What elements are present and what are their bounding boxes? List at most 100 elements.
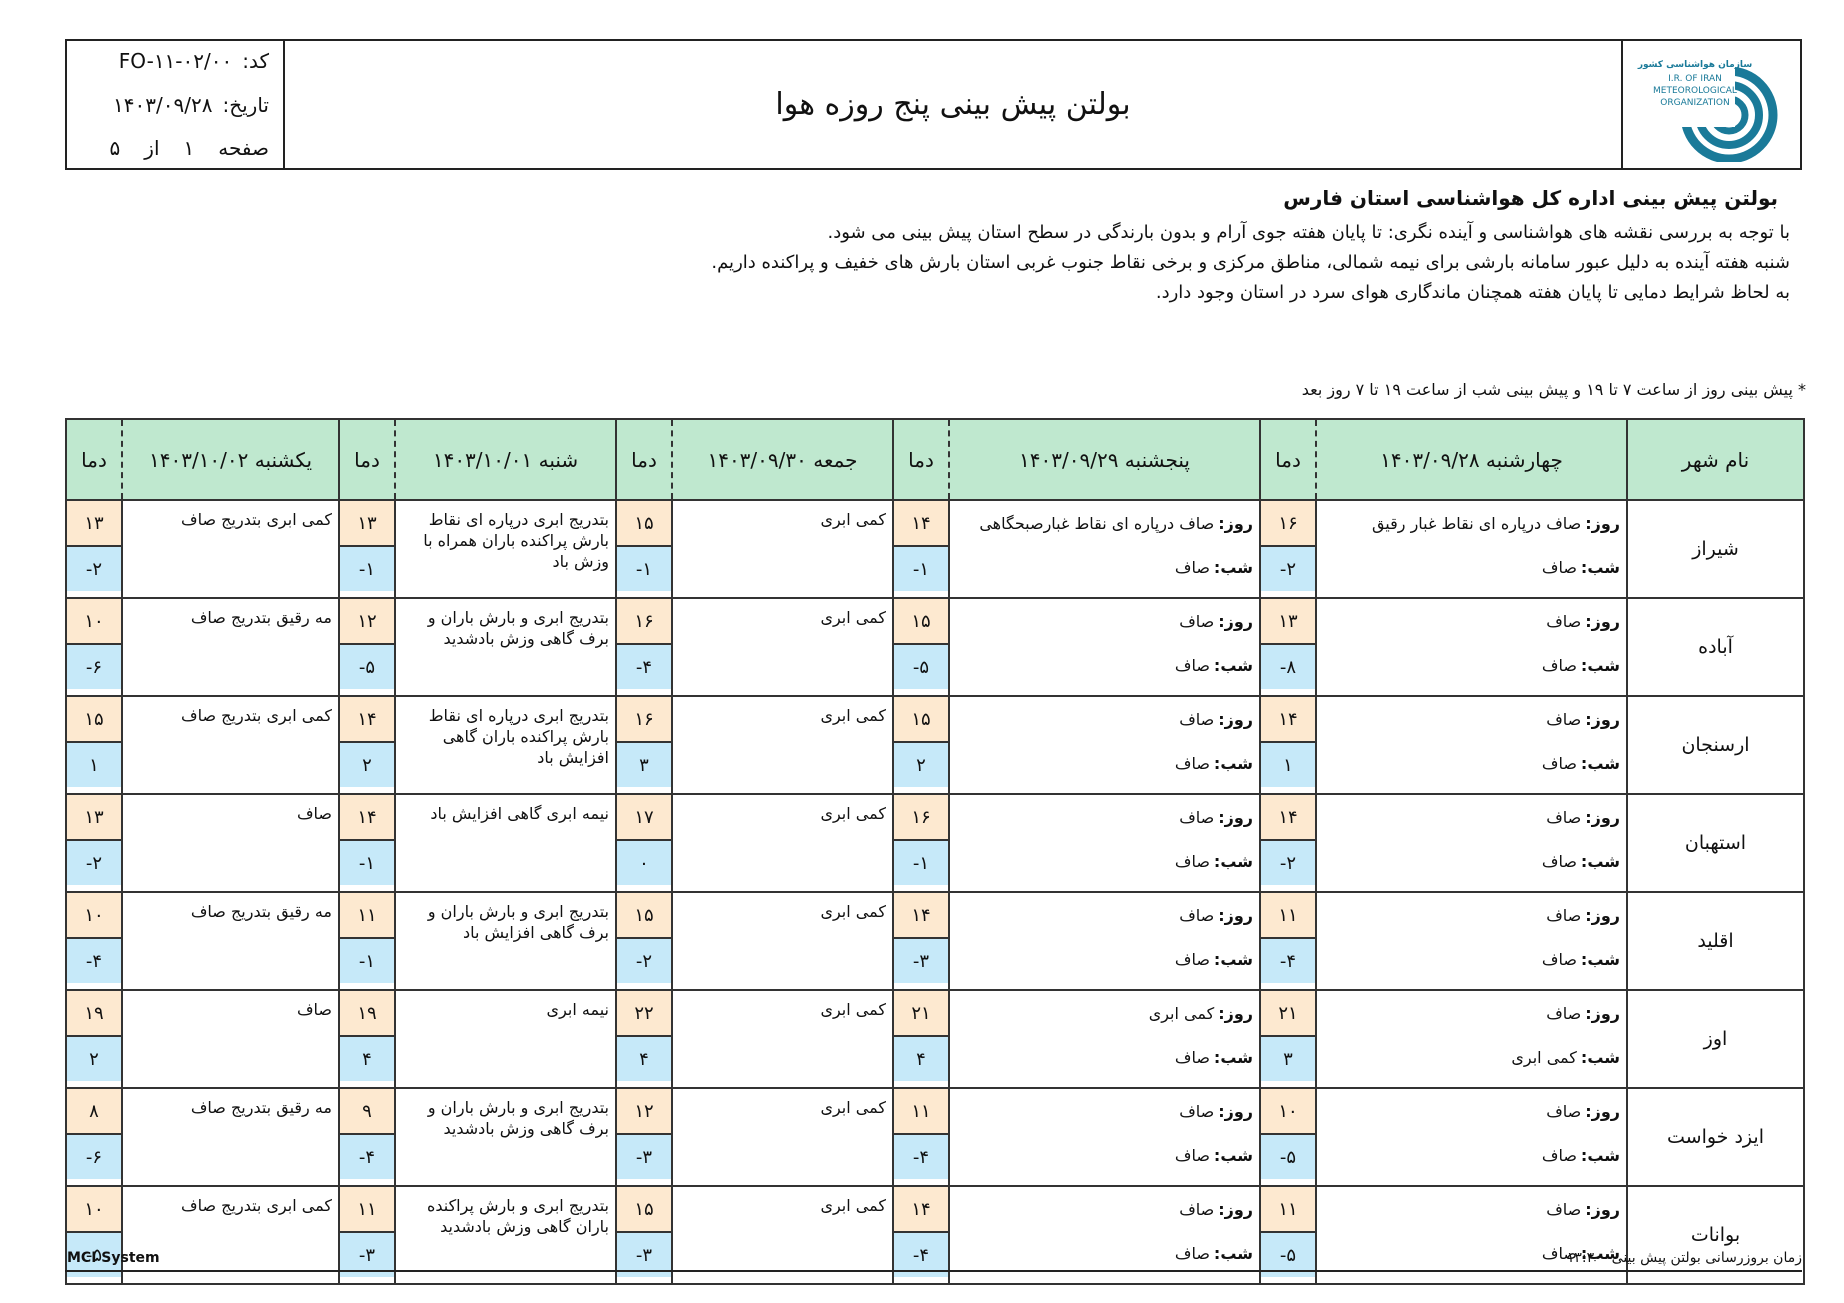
day-label: روز:	[1218, 611, 1253, 631]
min-temp: -۵	[1261, 1135, 1315, 1179]
day-forecast: روز: صاف	[956, 1187, 1253, 1231]
max-temp: ۱۴	[1261, 795, 1315, 841]
logo-text: سازمان هواشناسی کشور	[1637, 60, 1752, 70]
night-label: شب:	[1580, 753, 1620, 773]
night-label: شب:	[1213, 1047, 1253, 1067]
min-temp: ۴	[894, 1037, 948, 1081]
day-label: روز:	[1218, 1199, 1253, 1219]
forecast: بتدریج ابری و بارش باران و برف گاهی وزش …	[394, 597, 617, 697]
day-forecast: روز: صاف درپاره ای نقاط غبار رقیق	[1323, 501, 1620, 545]
city-row: اقلید روز: صاف شب: صاف ۱۱ -۴ روز: صاف شب: صاف ۱۴ -۳ ک…	[65, 891, 1805, 991]
temperature: ۱۱ -۴	[1259, 891, 1317, 991]
day-header: چهارشنبه ۱۴۰۳/۰۹/۲۸	[1315, 418, 1628, 501]
max-temp: ۱۴	[894, 893, 948, 939]
code-line: کد: FO-۱۱-۰۲/۰۰	[81, 49, 269, 73]
temperature: ۱۲ -۳	[615, 1087, 673, 1187]
day-label: روز:	[1585, 611, 1620, 631]
temperature: ۱۵ ۲	[892, 695, 950, 795]
city: ایزد خواست	[1626, 1087, 1805, 1187]
heading: بولتن پیش بینی اداره کل هواشناسی استان ف…	[1283, 186, 1778, 210]
max-temp: ۱۶	[617, 599, 671, 645]
label: زمان بروزرسانی بولتن پیش بینی	[1611, 1250, 1802, 1266]
logo-text: METEOROLOGICAL	[1653, 86, 1737, 96]
temperature: ۱۱ -۱	[338, 891, 396, 991]
temperature: ۱۵ -۵	[892, 597, 950, 697]
value: ۱۴۰۳/۰۹/۲۸	[113, 92, 213, 117]
min-temp: -۳	[617, 1135, 671, 1179]
min-temp: -۲	[617, 939, 671, 983]
max-temp: ۱۰	[1261, 1089, 1315, 1135]
temperature: ۱۴ -۱	[892, 499, 950, 599]
max-temp: ۱۱	[1261, 893, 1315, 939]
max-temp: ۱۹	[340, 991, 394, 1037]
day-text: کمی ابری	[1148, 1003, 1215, 1023]
temperature: ۱۰ -۵	[65, 1185, 123, 1285]
min-temp: -۵	[894, 645, 948, 689]
paragraph: به لحاظ شرایط دمایی تا پایان هفته همچنان…	[1155, 282, 1790, 303]
day-text: صاف	[1546, 905, 1582, 925]
night-label: شب:	[1213, 655, 1253, 675]
night-text: صاف	[1174, 1047, 1210, 1067]
max-temp: ۱۳	[1261, 599, 1315, 645]
max-temp: ۲۲	[617, 991, 671, 1037]
night-label: شب:	[1580, 851, 1620, 871]
city: بوانات	[1626, 1185, 1805, 1285]
min-temp: -۵	[340, 645, 394, 689]
max-temp: ۱۴	[340, 697, 394, 743]
forecast: روز: صاف شب: صاف	[948, 695, 1261, 795]
forecast: کمی ابری	[671, 1087, 894, 1187]
min-temp: -۱	[340, 547, 394, 591]
max-temp: ۱۰	[67, 599, 121, 645]
min-temp: -۴	[67, 939, 121, 983]
min-temp: -۵	[1261, 1233, 1315, 1277]
min-temp: -۴	[894, 1233, 948, 1277]
forecast: روز: صاف شب: صاف	[1315, 793, 1628, 893]
forecast: روز: صاف درپاره ای نقاط غبار رقیق شب: صاف	[1315, 499, 1628, 599]
forecast: کمی ابری	[671, 989, 894, 1089]
value: ۵	[109, 136, 121, 160]
forecast: روز: صاف شب: صاف	[1315, 1185, 1628, 1285]
day-text: صاف درپاره ای نقاط غبارصبحگاهی	[979, 513, 1215, 533]
min-temp: -۸	[1261, 645, 1315, 689]
page-line: صفحه ۱ از ۵	[81, 136, 269, 160]
temperature: ۱۵ -۱	[615, 499, 673, 599]
city-row: شیراز روز: صاف درپاره ای نقاط غبار رقیق شب:…	[65, 499, 1805, 599]
night-text: صاف	[1541, 557, 1577, 577]
max-temp: ۱۴	[894, 1187, 948, 1233]
temperature: ۱۴ -۱	[338, 793, 396, 893]
max-temp: ۱۵	[67, 697, 121, 743]
forecast: روز: کمی ابری شب: صاف	[948, 989, 1261, 1089]
day-header: جمعه ۱۴۰۳/۰۹/۳۰	[671, 418, 894, 501]
min-temp: -۴	[894, 1135, 948, 1179]
city: آباده	[1626, 597, 1805, 697]
night-forecast: شب: صاف	[1323, 741, 1620, 785]
day-label: روز:	[1585, 709, 1620, 729]
night-text: صاف	[1541, 851, 1577, 871]
night-label: شب:	[1213, 557, 1253, 577]
max-temp: ۱۲	[617, 1089, 671, 1135]
night-label: شب:	[1580, 1243, 1620, 1263]
forecast: روز: صاف شب: کمی ابری	[1315, 989, 1628, 1089]
footer: MCI System زمان بروزرسانی بولتن پیش بینی…	[65, 1250, 1802, 1272]
day-forecast: روز: صاف	[1323, 893, 1620, 937]
min-temp: -۱	[340, 841, 394, 885]
night-label: شب:	[1213, 949, 1253, 969]
max-temp: ۱۰	[67, 1187, 121, 1233]
min-temp: -۴	[1261, 939, 1315, 983]
temperature: ۱۱ -۴	[892, 1087, 950, 1187]
max-temp: ۱۱	[340, 1187, 394, 1233]
day-text: صاف	[1179, 1101, 1215, 1121]
day-forecast: روز: صاف	[1323, 697, 1620, 741]
temperature: ۱۳ -۱	[338, 499, 396, 599]
min-temp: -۲	[67, 547, 121, 591]
temp-header: دما	[892, 418, 950, 501]
night-text: صاف	[1174, 949, 1210, 969]
forecast: بتدریج ابری و بارش باران و برف گاهی وزش …	[394, 1087, 617, 1187]
max-temp: ۱۹	[67, 991, 121, 1037]
day-forecast: روز: صاف	[956, 893, 1253, 937]
forecast: صاف	[121, 989, 340, 1089]
min-temp: -۳	[340, 1233, 394, 1277]
forecast-table: نام شهر چهارشنبه ۱۴۰۳/۰۹/۲۸ دما پنجشنبه ۱۴۰…	[65, 418, 1805, 1285]
forecast: بتدریج ابری درپاره ای نقاط بارش پراکنده …	[394, 695, 617, 795]
forecast: روز: صاف شب: صاف	[1315, 597, 1628, 697]
